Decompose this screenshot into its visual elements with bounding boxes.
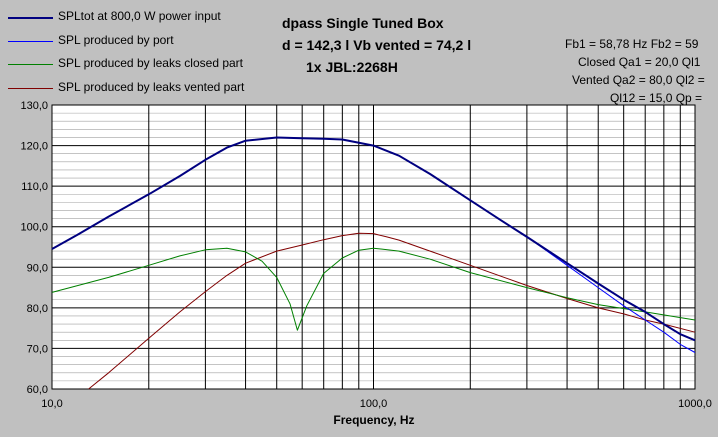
legend-label: SPLtot at 800,0 W power input (58, 9, 221, 23)
x-axis-label: Frequency, Hz (333, 413, 414, 427)
series-layer (51, 136, 696, 390)
legend-label: SPL produced by port (58, 32, 174, 47)
y-tick-label: 80,0 (27, 303, 48, 315)
x-tick-label: 100,0 (360, 398, 388, 410)
y-tick-label: 120,0 (20, 141, 48, 153)
title-line-3: 1x JBL:2268H (306, 59, 398, 75)
series-line-1 (51, 136, 696, 342)
x-tick-label: 10,0 (41, 398, 62, 410)
legend-swatch (8, 87, 53, 89)
legend-swatch (8, 40, 53, 42)
y-tick-label: 90,0 (27, 262, 48, 274)
info-line-3: Vented Qa2 = 80,0 Ql2 = (572, 73, 705, 87)
info-line-1: Fb1 = 58,78 Hz Fb2 = 59 (565, 37, 699, 51)
y-tick-label: 70,0 (27, 343, 48, 355)
info-line-2: Closed Qa1 = 20,0 Ql1 (578, 55, 701, 69)
legend-label: SPL produced by leaks closed part (58, 56, 243, 70)
title-line-2: d = 142,3 l Vb vented = 74,2 l (282, 37, 472, 53)
y-tick-label: 130,0 (20, 100, 48, 112)
series-line-3 (51, 247, 696, 331)
legend-swatch (8, 64, 53, 65)
y-tick-label: 100,0 (20, 222, 48, 234)
legend-swatch (8, 17, 53, 19)
y-tick-label: 60,0 (27, 384, 48, 396)
y-tick-label: 110,0 (21, 181, 48, 193)
info-line-4: Ql12 = 15,0 Qp = (610, 91, 703, 105)
x-tick-label: 1000,0 (678, 398, 712, 410)
grid (51, 104, 696, 390)
legend-label: SPL produced by leaks vented part (58, 79, 245, 94)
tick-labels: 60,0 70,0 80,0 90,0 100,0 110,0 120,0 130,0 10,0… (20, 100, 711, 410)
series-line-4 (88, 232, 696, 390)
title-line-1: dpass Single Tuned Box (282, 15, 444, 31)
